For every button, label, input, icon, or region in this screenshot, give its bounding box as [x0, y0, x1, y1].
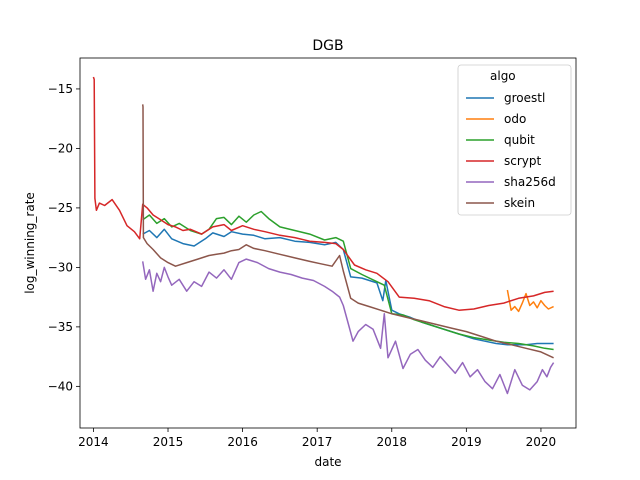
x-tick-label: 2016 — [227, 435, 258, 449]
series-line-sha256d — [141, 258, 555, 395]
legend-label-sha256d: sha256d — [504, 175, 556, 189]
y-tick-label: −20 — [48, 141, 73, 155]
legend: algo groestl odo qubit scrypt sha256d skein — [457, 64, 572, 216]
y-tick-label: −25 — [48, 201, 73, 215]
x-tick-label: 2018 — [376, 435, 407, 449]
series-line-odo — [506, 289, 554, 313]
x-axis-label: date — [314, 455, 341, 469]
y-tick-label: −40 — [48, 379, 73, 393]
legend-label-qubit: qubit — [504, 133, 535, 147]
y-tick-label: −15 — [48, 82, 73, 96]
x-tick-label: 2020 — [526, 435, 557, 449]
legend-label-skein: skein — [504, 196, 535, 210]
series-layer — [92, 76, 555, 395]
series-line-groestl — [142, 228, 554, 346]
legend-box — [457, 64, 572, 216]
legend-title: algo — [490, 69, 516, 83]
y-axis-label: log_winning_rate — [23, 192, 37, 294]
legend-label-odo: odo — [504, 112, 526, 126]
y-axis: −15 −20 −25 −30 −35 −40 — [48, 82, 80, 393]
legend-label-scrypt: scrypt — [504, 154, 542, 168]
series-line-skein — [141, 104, 554, 359]
x-tick-label: 2019 — [451, 435, 482, 449]
x-tick-label: 2017 — [302, 435, 333, 449]
y-tick-label: −30 — [48, 260, 73, 274]
chart-title: DGB — [312, 38, 343, 54]
x-tick-label: 2015 — [153, 435, 184, 449]
y-tick-label: −35 — [48, 320, 73, 334]
x-tick-label: 2014 — [78, 435, 109, 449]
x-axis: 2014 2015 2016 2017 2018 2019 2020 — [78, 428, 556, 449]
legend-label-groestl: groestl — [504, 91, 545, 105]
plot-frame — [79, 57, 577, 429]
series-line-scrypt — [92, 76, 554, 311]
